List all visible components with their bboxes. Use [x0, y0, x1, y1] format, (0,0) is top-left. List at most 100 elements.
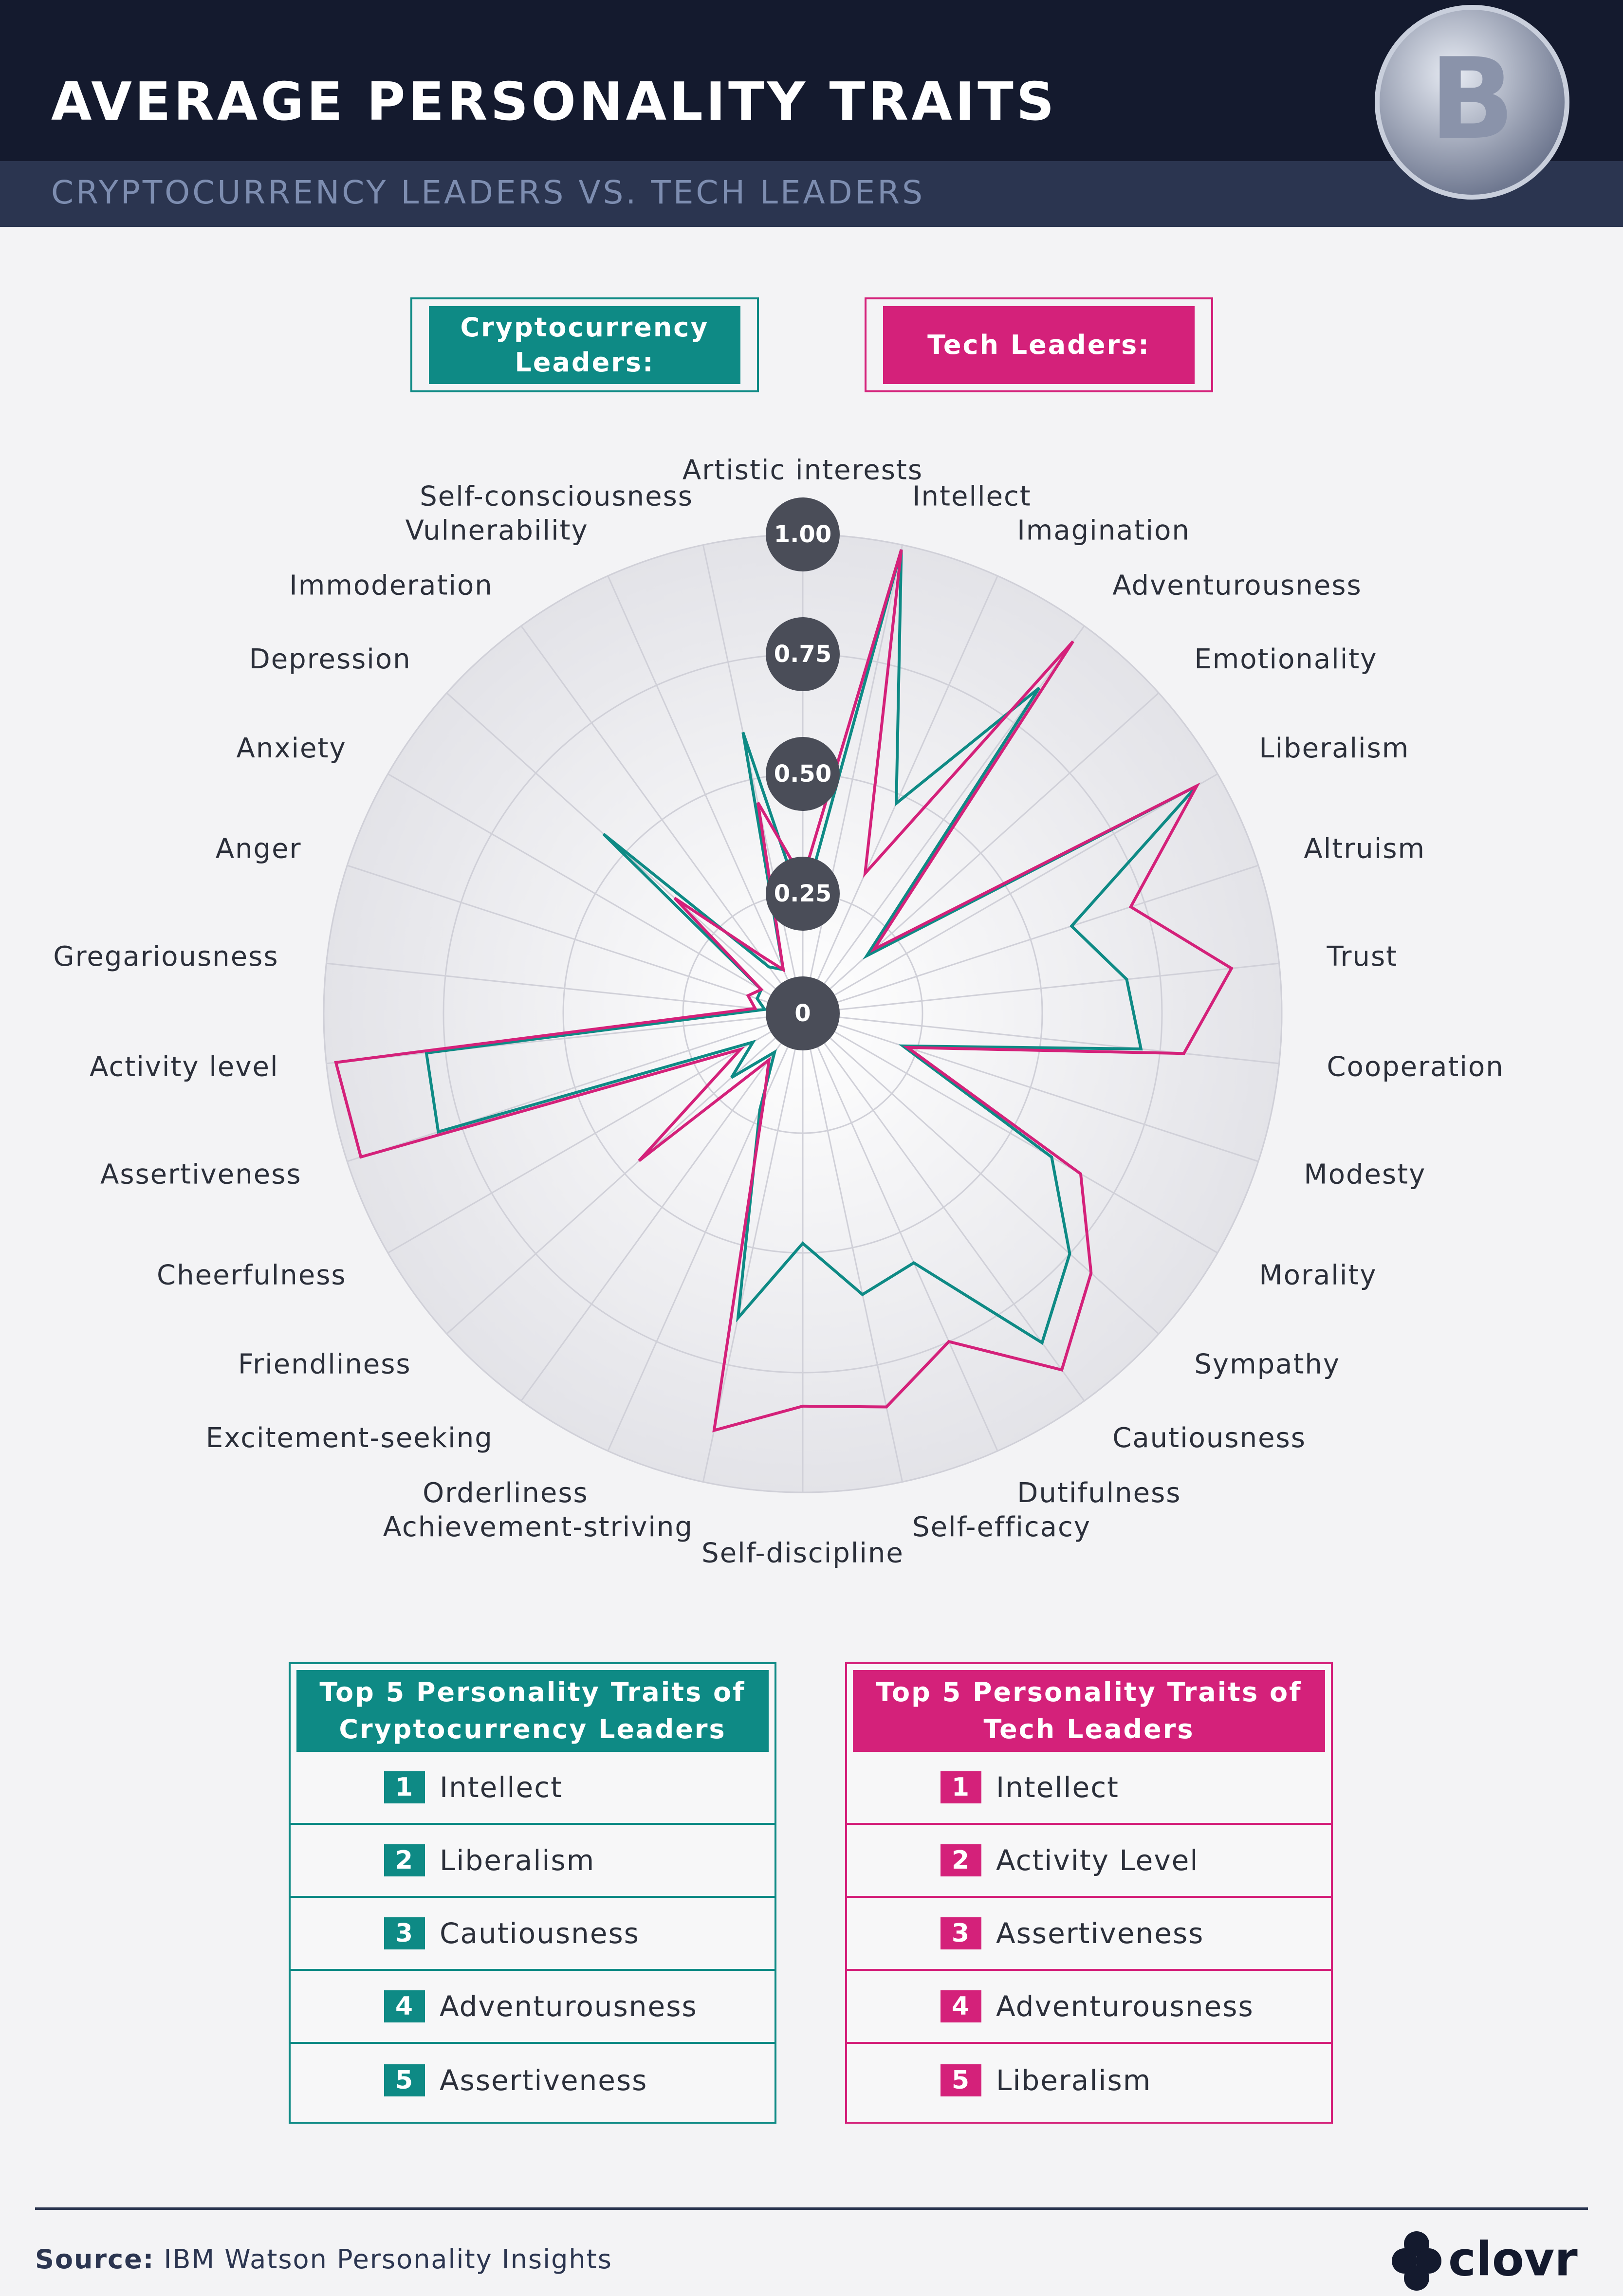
- trait-name: Liberalism: [440, 1844, 595, 1877]
- tick-badge: [766, 497, 840, 571]
- spoke: [802, 1012, 1279, 1065]
- spoke: [702, 545, 804, 1014]
- spoke: [802, 1012, 1259, 1162]
- spoke: [802, 1012, 1160, 1335]
- legend-item: Tech Leaders:: [865, 297, 1213, 392]
- spoke: [802, 962, 1279, 1014]
- coin-icon: [1375, 5, 1569, 200]
- trait-name: Intellect: [440, 1771, 563, 1804]
- top-traits-table: Top 5 Personality Traits of Cryptocurren…: [289, 1662, 776, 2124]
- rank-badge: 2: [384, 1844, 425, 1876]
- category-label: Anger: [216, 833, 302, 865]
- category-label: Altruism: [1304, 833, 1425, 865]
- spoke: [802, 864, 1259, 1014]
- category-label: Immoderation: [289, 569, 493, 601]
- spoke: [802, 1013, 904, 1482]
- spoke: [802, 1012, 1218, 1254]
- category-label: Vulnerability: [406, 514, 589, 546]
- source-label: Source:: [35, 2244, 155, 2275]
- spoke: [387, 1012, 803, 1254]
- trait-name: Cautiousness: [440, 1917, 640, 1950]
- spoke: [520, 1013, 804, 1401]
- category-label: Cheerfulness: [157, 1259, 347, 1291]
- rank-badge: 5: [384, 2064, 425, 2096]
- rank-badge: 3: [384, 1917, 425, 1949]
- trait-name: Assertiveness: [996, 1917, 1204, 1950]
- table-row: 2 Activity Level: [847, 1825, 1331, 1898]
- category-label: Gregariousness: [53, 941, 278, 973]
- category-label: Sympathy: [1194, 1348, 1340, 1380]
- category-label: Achievement-striving: [383, 1511, 693, 1543]
- table-row: 1 Intellect: [291, 1752, 775, 1825]
- legend-item: Cryptocurrency Leaders:: [410, 297, 759, 392]
- category-label: Adventurousness: [1112, 569, 1362, 601]
- header-band: [0, 0, 1623, 161]
- spoke: [520, 625, 804, 1014]
- legend-label: Cryptocurrency Leaders:: [429, 306, 740, 384]
- category-label: Orderliness: [423, 1477, 589, 1509]
- spoke: [446, 1012, 804, 1335]
- category-label: Modesty: [1304, 1159, 1426, 1191]
- coin-symbol: B: [1429, 35, 1514, 165]
- category-label: Intellect: [912, 480, 1032, 512]
- legend-label: Tech Leaders:: [883, 306, 1195, 384]
- rank-badge: 4: [941, 1990, 981, 2022]
- rank-badge: 2: [941, 1844, 981, 1876]
- trait-name: Activity Level: [996, 1844, 1199, 1877]
- r-tick-label: 0: [794, 1000, 811, 1027]
- trait-name: Adventurousness: [440, 1990, 698, 2023]
- table-title: Top 5 Personality Traits of Cryptocurren…: [296, 1670, 769, 1752]
- category-label: Depression: [249, 643, 411, 675]
- category-label: Cooperation: [1327, 1051, 1504, 1083]
- rank-badge: 5: [941, 2064, 981, 2096]
- brand-name: clovr: [1448, 2232, 1578, 2286]
- category-label: Self-discipline: [701, 1538, 904, 1569]
- rank-badge: 4: [384, 1990, 425, 2022]
- source-text: IBM Watson Personality Insights: [164, 2244, 612, 2275]
- tick-badge: [766, 857, 840, 931]
- spoke: [802, 773, 1218, 1014]
- spoke: [607, 1013, 804, 1451]
- r-tick-label: 0.75: [774, 641, 831, 668]
- trait-name: Adventurousness: [996, 1990, 1254, 2023]
- spoke: [802, 1013, 998, 1451]
- category-label: Trust: [1326, 941, 1398, 973]
- category-label: Self-consciousness: [420, 480, 693, 512]
- source-note: Source: IBM Watson Personality Insights: [35, 2244, 612, 2275]
- table-row: 2 Liberalism: [291, 1825, 775, 1898]
- category-label: Anxiety: [237, 733, 347, 764]
- table-title: Top 5 Personality Traits of Tech Leaders: [853, 1670, 1325, 1752]
- category-label: Friendliness: [238, 1348, 411, 1380]
- table-row: 4 Adventurousness: [291, 1971, 775, 2044]
- spoke: [702, 1013, 804, 1482]
- rank-badge: 3: [941, 1917, 981, 1949]
- trait-name: Assertiveness: [440, 2064, 648, 2097]
- tick-badge: [766, 737, 840, 811]
- spoke: [802, 1013, 1085, 1401]
- brand-logo: clovr: [1392, 2231, 1578, 2291]
- category-label: Assertiveness: [100, 1159, 302, 1191]
- category-label: Artistic interests: [682, 455, 923, 486]
- category-label: Imagination: [1017, 514, 1190, 546]
- trait-name: Liberalism: [996, 2064, 1152, 2097]
- r-tick-label: 0.25: [774, 880, 831, 907]
- table-row: 1 Intellect: [847, 1752, 1331, 1825]
- spoke: [802, 545, 904, 1014]
- rank-badge: 1: [384, 1771, 425, 1803]
- trait-name: Intellect: [996, 1771, 1119, 1804]
- spoke: [347, 864, 803, 1014]
- page-title: AVERAGE PERSONALITY TRAITS: [51, 72, 1057, 132]
- subtitle-band: [0, 161, 1623, 227]
- top-traits-table: Top 5 Personality Traits of Tech Leaders…: [845, 1662, 1333, 2124]
- table-row: 5 Liberalism: [847, 2044, 1331, 2117]
- series-line: [334, 549, 1234, 1433]
- spoke: [387, 773, 803, 1014]
- category-label: Activity level: [90, 1051, 278, 1083]
- spoke: [802, 575, 998, 1014]
- table-row: 5 Assertiveness: [291, 2044, 775, 2117]
- spoke: [802, 692, 1160, 1014]
- category-label: Emotionality: [1194, 643, 1377, 675]
- footer-rule: [35, 2207, 1588, 2210]
- category-label: Morality: [1259, 1259, 1377, 1291]
